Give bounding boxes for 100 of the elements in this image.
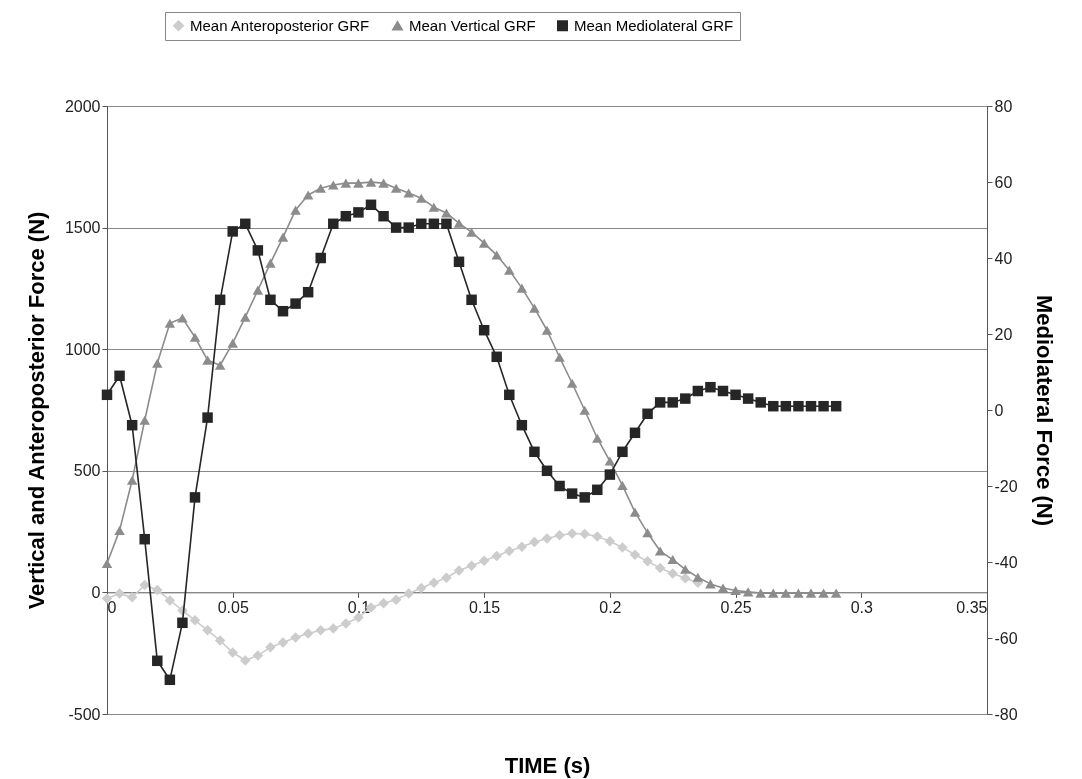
y-axis-title: Vertical and Anteroposterior Force (N) — [23, 211, 49, 610]
point — [164, 674, 176, 686]
point — [592, 484, 603, 496]
point — [717, 385, 729, 397]
point — [340, 178, 352, 188]
point — [328, 623, 339, 634]
x-axis-title: TIME (s) — [504, 752, 591, 778]
point — [453, 565, 465, 576]
point — [189, 492, 201, 503]
point — [114, 525, 125, 535]
point — [152, 358, 163, 368]
point — [416, 218, 427, 230]
point — [315, 252, 326, 264]
x-tick-label: 0.05 — [217, 598, 249, 616]
x-tick-label: 0 — [107, 598, 117, 616]
point — [617, 480, 628, 490]
point — [328, 218, 339, 230]
point — [667, 397, 678, 408]
point — [441, 208, 452, 218]
point — [667, 555, 678, 565]
point — [604, 469, 616, 480]
point — [227, 647, 238, 658]
point — [139, 533, 150, 545]
point — [629, 507, 641, 517]
point — [428, 218, 440, 230]
x-tick-label: 0.15 — [469, 598, 501, 616]
point — [554, 480, 565, 492]
point — [189, 332, 201, 342]
x-tick-label: 0.25 — [720, 598, 752, 616]
point — [554, 530, 565, 541]
point — [390, 183, 402, 193]
point — [592, 531, 603, 542]
point — [265, 258, 276, 268]
point — [365, 199, 377, 211]
point — [177, 617, 188, 629]
point — [592, 433, 603, 443]
point — [491, 550, 502, 562]
y2-tick-label: -60 — [994, 629, 1018, 647]
point — [705, 579, 716, 589]
point — [340, 618, 352, 629]
point — [315, 183, 326, 193]
point — [504, 389, 515, 401]
point — [717, 583, 729, 593]
point — [114, 370, 125, 382]
point — [642, 528, 653, 538]
point — [504, 265, 515, 275]
y2-tick-label: 0 — [994, 401, 1004, 419]
point — [202, 412, 213, 423]
point — [579, 528, 590, 540]
point — [805, 588, 817, 598]
y2-tick-label: 20 — [994, 325, 1013, 343]
point — [692, 385, 704, 397]
point — [240, 655, 251, 666]
point — [667, 568, 678, 579]
point — [805, 400, 817, 412]
point — [416, 193, 427, 203]
legend-label: Mean Mediolateral GRF — [574, 16, 734, 34]
point — [793, 400, 804, 412]
point — [302, 286, 314, 298]
point — [579, 492, 590, 503]
point — [453, 218, 465, 228]
point — [265, 642, 276, 653]
point — [780, 400, 792, 412]
point — [240, 312, 251, 322]
point — [830, 400, 842, 412]
y2-tick-label: 80 — [994, 97, 1013, 115]
point — [378, 598, 389, 609]
y2-tick-label: -40 — [994, 553, 1018, 571]
point — [315, 625, 326, 636]
point — [529, 303, 540, 313]
point — [328, 180, 339, 190]
point — [214, 635, 226, 646]
point — [541, 533, 553, 544]
point — [139, 415, 150, 425]
point — [478, 555, 490, 567]
point — [642, 408, 653, 420]
point — [164, 595, 176, 606]
point — [529, 536, 540, 548]
point — [252, 650, 264, 661]
point — [680, 393, 691, 404]
point — [428, 202, 440, 212]
y2-tick-label: -80 — [994, 705, 1018, 723]
point — [416, 582, 427, 594]
point — [604, 456, 616, 466]
point — [101, 389, 113, 401]
point — [214, 294, 226, 306]
point — [654, 562, 666, 574]
point — [516, 419, 528, 431]
point — [302, 628, 314, 639]
point — [780, 588, 792, 598]
point — [152, 584, 163, 596]
point — [755, 397, 766, 408]
point — [353, 178, 364, 188]
point — [617, 446, 628, 458]
point — [240, 218, 251, 230]
point — [340, 210, 352, 222]
point — [177, 313, 188, 323]
point — [101, 558, 113, 568]
point — [202, 625, 213, 636]
point — [680, 564, 691, 574]
